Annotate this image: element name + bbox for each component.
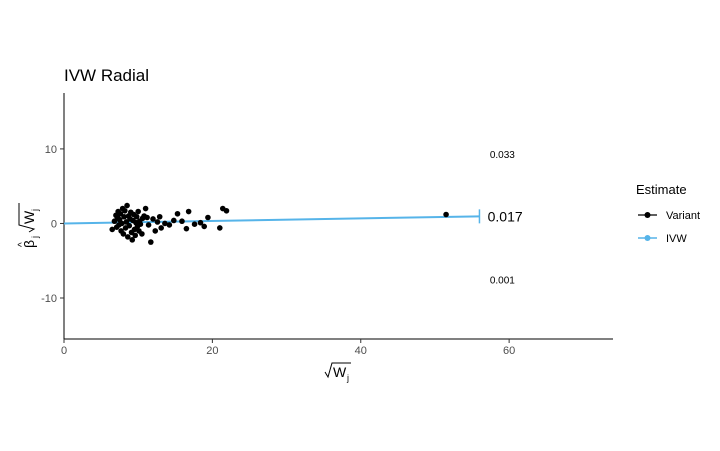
variant-point xyxy=(201,223,208,230)
variant-point xyxy=(145,222,152,228)
variant-point xyxy=(154,219,161,225)
legend-title: Estimate xyxy=(636,182,687,197)
y-label-hat: ^ xyxy=(17,242,28,247)
variant-point xyxy=(144,214,150,221)
variant-point xyxy=(119,220,125,227)
variant-point xyxy=(216,225,223,231)
variant-point xyxy=(121,213,127,220)
variant-point xyxy=(132,232,139,239)
y-label-beta: β xyxy=(21,240,37,248)
variant-point xyxy=(122,207,128,214)
variant-point xyxy=(126,222,133,229)
variant-point xyxy=(124,202,130,209)
variant-point xyxy=(443,211,449,218)
variant-point xyxy=(185,208,192,215)
y-label-w-sub: j xyxy=(30,209,40,212)
x-axis-label: W j xyxy=(324,362,351,383)
variant-point xyxy=(223,207,230,214)
y-tick-label: 10 xyxy=(45,144,57,156)
y-label-sqrt-sign xyxy=(18,203,36,233)
variant-point xyxy=(179,218,185,225)
x-label-base: W xyxy=(333,364,347,380)
variant-point xyxy=(109,226,116,233)
ci-lower-label: 0.001 xyxy=(490,275,515,286)
variant-point xyxy=(148,239,154,245)
x-tick-label: 20 xyxy=(206,345,218,357)
legend-item-ivw: IVW xyxy=(638,233,687,245)
variant-point xyxy=(174,210,181,217)
estimate-label: 0.017 xyxy=(488,208,523,224)
x-label-sqrt-sign xyxy=(324,362,351,379)
x-tick-label: 60 xyxy=(503,345,515,357)
variant-point xyxy=(158,225,164,231)
variant-points xyxy=(109,202,449,245)
y-label-beta-sub: j xyxy=(30,236,40,239)
variant-point xyxy=(120,231,127,237)
variant-point xyxy=(171,217,177,224)
variant-point xyxy=(156,213,163,220)
legend-ivw-dot xyxy=(644,235,651,241)
ci-upper-label: 0.033 xyxy=(490,150,515,161)
variant-point xyxy=(150,216,156,222)
variant-point xyxy=(111,218,118,225)
variant-point xyxy=(142,205,149,212)
variant-point xyxy=(197,219,204,226)
variant-point xyxy=(139,231,145,237)
variant-point xyxy=(166,222,173,228)
variant-point xyxy=(129,237,136,243)
legend: Estimate Variant IVW xyxy=(636,182,700,245)
variant-point xyxy=(125,234,131,240)
variant-point xyxy=(133,213,140,220)
y-label-w: W xyxy=(21,210,37,224)
variant-point xyxy=(135,208,141,215)
legend-variant-label: Variant xyxy=(666,210,700,222)
variant-point xyxy=(205,214,211,221)
variant-point xyxy=(137,221,144,227)
chart-title: IVW Radial xyxy=(64,66,149,85)
legend-ivw-label: IVW xyxy=(666,233,687,245)
legend-item-variant: Variant xyxy=(638,210,700,222)
variant-point xyxy=(191,221,198,227)
y-tick-label: -10 xyxy=(41,293,57,305)
y-axis-label: ^ β j W j xyxy=(17,203,40,248)
x-tick-label: 40 xyxy=(355,345,367,357)
x-axis-ticks: 0 20 40 60 xyxy=(61,339,515,357)
variant-point xyxy=(183,225,190,232)
x-label-sub: j xyxy=(346,373,349,383)
variant-point xyxy=(162,220,168,227)
y-tick-label: 0 xyxy=(51,218,57,230)
variant-point xyxy=(152,228,159,234)
y-axis-ticks: -10 0 10 xyxy=(41,144,64,305)
legend-variant-dot xyxy=(644,212,651,218)
x-tick-label: 0 xyxy=(61,345,67,357)
